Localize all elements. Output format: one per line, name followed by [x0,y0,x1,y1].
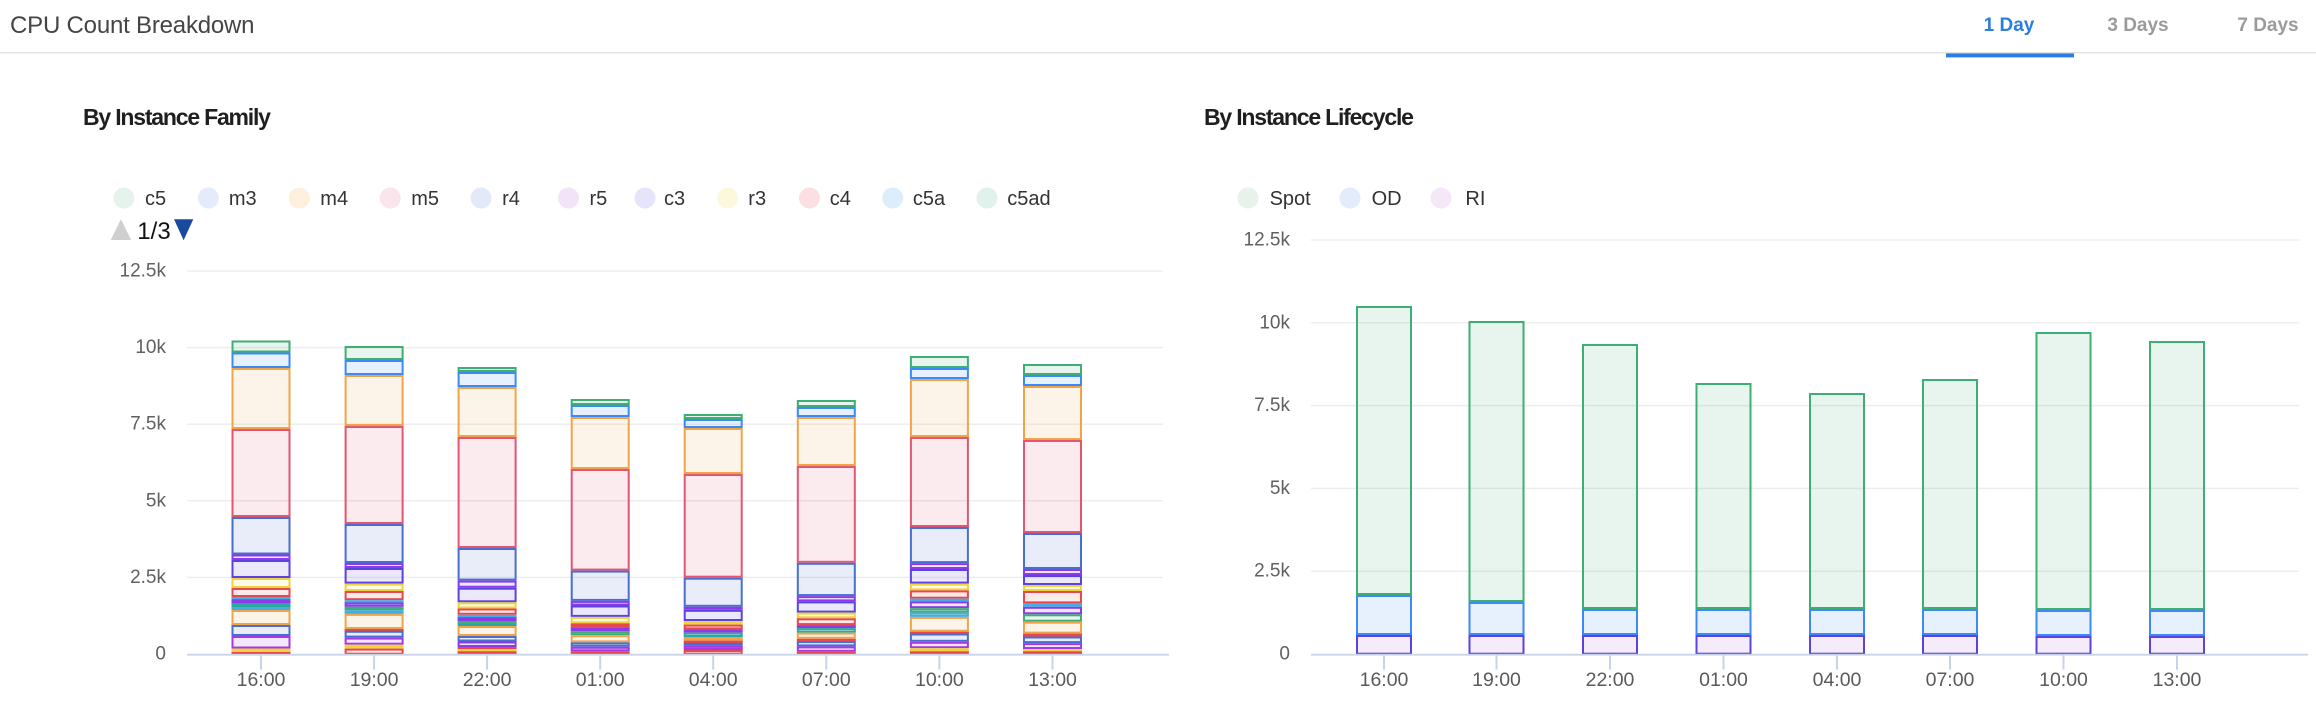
svg-text:1 Day: 1 Day [1984,15,2035,36]
svg-text:10k: 10k [1259,312,1290,333]
svg-text:OD: OD [1372,188,1402,210]
svg-text:RI: RI [1465,188,1485,210]
svg-text:c4: c4 [830,188,851,210]
svg-text:m3: m3 [229,188,257,210]
svg-text:13:00: 13:00 [2153,669,2202,691]
svg-text:0: 0 [1279,644,1290,665]
svg-text:19:00: 19:00 [1472,669,1521,691]
svg-text:16:00: 16:00 [1360,669,1409,691]
svg-text:0: 0 [155,644,166,665]
svg-text:01:00: 01:00 [576,669,625,691]
svg-text:CPU Count Breakdown: CPU Count Breakdown [10,12,254,39]
svg-text:04:00: 04:00 [689,669,738,691]
svg-text:07:00: 07:00 [1926,669,1975,691]
svg-text:3 Days: 3 Days [2107,15,2168,36]
svg-text:c5: c5 [145,188,166,210]
svg-text:c3: c3 [664,188,685,210]
svg-text:7.5k: 7.5k [1254,395,1290,416]
svg-text:Spot: Spot [1270,188,1312,210]
svg-text:13:00: 13:00 [1028,669,1077,691]
svg-text:2.5k: 2.5k [1254,561,1290,582]
svg-text:m4: m4 [320,188,348,210]
svg-text:04:00: 04:00 [1813,669,1862,691]
svg-text:19:00: 19:00 [350,669,399,691]
svg-text:2.5k: 2.5k [130,567,166,588]
svg-text:10:00: 10:00 [2039,669,2088,691]
svg-text:r4: r4 [502,188,520,210]
svg-text:22:00: 22:00 [1586,669,1635,691]
svg-text:10:00: 10:00 [915,669,964,691]
svg-text:c5ad: c5ad [1007,188,1050,210]
svg-text:10k: 10k [135,337,166,358]
svg-text:01:00: 01:00 [1699,669,1748,691]
svg-text:By Instance Family: By Instance Family [83,104,271,130]
svg-text:7 Days: 7 Days [2237,15,2298,36]
svg-text:1/3: 1/3 [137,218,170,245]
svg-text:16:00: 16:00 [237,669,286,691]
svg-text:07:00: 07:00 [802,669,851,691]
svg-text:5k: 5k [146,490,167,511]
svg-text:c5a: c5a [913,188,946,210]
svg-text:By Instance Lifecycle: By Instance Lifecycle [1204,104,1413,130]
svg-text:r3: r3 [748,188,766,210]
svg-text:5k: 5k [1270,478,1291,499]
svg-text:22:00: 22:00 [463,669,512,691]
svg-text:12.5k: 12.5k [120,261,167,282]
svg-text:12.5k: 12.5k [1244,230,1291,251]
svg-text:7.5k: 7.5k [130,414,166,435]
svg-text:r5: r5 [590,188,608,210]
svg-text:m5: m5 [411,188,439,210]
